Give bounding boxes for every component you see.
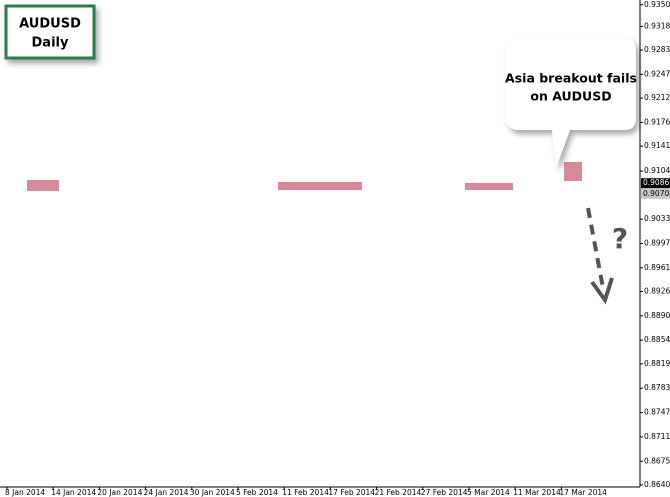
bid-label-bg: [641, 188, 670, 199]
x-tick-label: 17 Mar 2014: [559, 488, 607, 497]
x-tick-label: 11 Mar 2014: [513, 488, 561, 497]
x-tick-label: 5 Feb 2014: [236, 488, 278, 497]
x-tick-label: 24 Jan 2014: [144, 488, 189, 497]
annotation: on AUDUSD: [530, 89, 611, 104]
highlight: [278, 182, 362, 190]
x-tick-label: 5 Mar 2014: [467, 488, 510, 497]
x-tick-label: 17 Feb 2014: [328, 488, 375, 497]
highlight: [465, 183, 513, 190]
x-tick-label: 20 Jan 2014: [97, 488, 142, 497]
arrow-head: [590, 277, 614, 305]
callout: [506, 38, 636, 168]
chart-subtitle: Daily: [32, 36, 69, 51]
x-tick-label: 21 Feb 2014: [375, 488, 422, 497]
highlight: [27, 180, 59, 191]
annotation: Asia breakout fails: [505, 71, 637, 86]
x-tick-label: 11 Feb 2014: [282, 488, 329, 497]
highlight: [564, 162, 582, 181]
arrow: [586, 207, 605, 289]
x-tick-label: 8 Jan 2014: [5, 488, 45, 497]
question-mark: ?: [612, 222, 628, 255]
title-box: [4, 4, 96, 60]
level-label-bg: [641, 178, 670, 189]
level-label: 0.90861: [643, 178, 670, 187]
chart-title: AUDUSD: [19, 17, 81, 32]
x-tick-label: 14 Jan 2014: [51, 488, 96, 497]
bid-label: 0.90704: [643, 189, 670, 198]
x-tick-label: 30 Jan 2014: [190, 488, 235, 497]
x-tick-label: 27 Feb 2014: [421, 488, 468, 497]
